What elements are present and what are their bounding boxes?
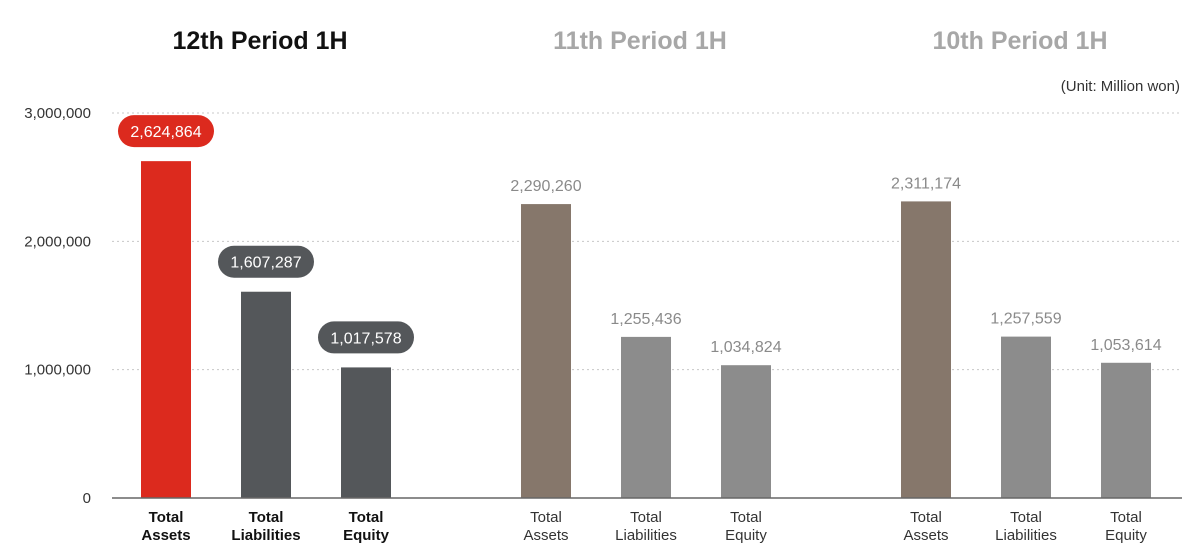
y-tick-label: 0 <box>83 490 91 507</box>
category-label: Total Assets <box>141 509 190 544</box>
y-tick-label: 2,000,000 <box>24 233 91 250</box>
bars-layer <box>141 161 1151 498</box>
data-label: 2,290,260 <box>510 178 581 195</box>
category-label: Total Assets <box>523 509 568 544</box>
data-label: 1,257,559 <box>990 311 1061 328</box>
category-label: Total Equity <box>1105 509 1147 544</box>
data-label: 1,607,287 <box>230 255 301 272</box>
data-label: 2,624,864 <box>130 124 201 141</box>
bar <box>241 291 291 498</box>
period-title: 10th Period 1H <box>932 27 1107 55</box>
data-label: 1,053,614 <box>1090 337 1161 354</box>
value-bubble <box>218 245 314 278</box>
category-label: Total Liabilities <box>995 509 1057 544</box>
bar <box>901 201 951 498</box>
period-title: 12th Period 1H <box>172 27 347 55</box>
period-titles: 12th Period 1H 11th Period 1H 10th Period … <box>172 27 1107 55</box>
category-label: Total Equity <box>343 509 389 544</box>
bar <box>1001 336 1051 498</box>
bar <box>141 161 191 498</box>
data-label: 2,311,174 <box>891 175 961 192</box>
bar <box>621 336 671 498</box>
value-bubble <box>318 321 414 354</box>
category-label: Total Equity <box>725 509 767 544</box>
period-title: 11th Period 1H <box>553 27 727 55</box>
unit-label: (Unit: Million won) <box>1061 78 1180 95</box>
bar <box>341 367 391 498</box>
y-tick-label: 3,000,000 <box>24 105 91 122</box>
category-label: Total Assets <box>903 509 948 544</box>
y-tick-label: 1,000,000 <box>24 362 91 379</box>
value-bubble <box>118 115 214 148</box>
category-labels: Total Assets Total Liabilities Total Equity To… <box>141 509 1147 544</box>
data-label: 1,034,824 <box>710 339 781 356</box>
category-label: Total Liabilities <box>231 509 300 544</box>
value-labels: 2,624,864 1,607,287 1,017,578 2,290,260 1,25… <box>118 115 1162 356</box>
data-label: 1,255,436 <box>610 311 681 328</box>
category-label: Total Liabilities <box>615 509 677 544</box>
bar <box>1101 362 1151 498</box>
bar <box>721 365 771 498</box>
data-label: 1,017,578 <box>330 330 401 347</box>
bar <box>521 204 571 498</box>
